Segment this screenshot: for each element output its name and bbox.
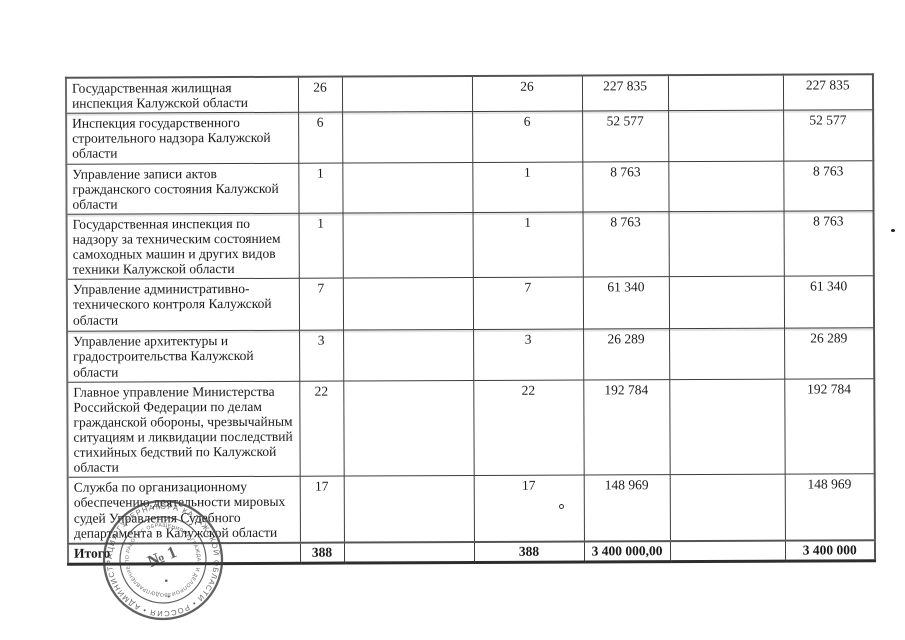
empty-cell-2: [668, 160, 784, 212]
stamp-outer-circle-icon: [102, 499, 224, 621]
amount-cell-2: 148 969: [784, 474, 875, 541]
count-cell: 26: [297, 76, 343, 113]
amount-cell: 52 577: [582, 110, 669, 162]
table-row: Управление записи актов гражданского сос…: [66, 160, 874, 215]
empty-cell-2: [667, 74, 784, 111]
total-count-cell: 388: [299, 542, 345, 564]
amount-cell: 227 835: [581, 75, 669, 112]
stamp-inner-circle-icon: [119, 516, 207, 604]
org-name-cell: Главное управление Министерства Российск…: [67, 380, 300, 478]
empty-cell: [343, 475, 474, 543]
count-cell-2: 1: [472, 211, 583, 278]
empty-cell-2: [668, 276, 785, 329]
org-name-cell: Государственная инспекция по надзору за …: [66, 213, 299, 280]
empty-cell: [342, 277, 474, 331]
org-name-cell: Инспекция государственного строительного…: [66, 112, 299, 164]
count-cell: 17: [299, 476, 344, 543]
table-row: Государственная инспекция по надзору за …: [66, 210, 874, 280]
empty-cell: [341, 75, 473, 113]
total-amount-cell: 3 400 000,00: [583, 540, 671, 562]
amount-cell-2: 26 289: [784, 328, 875, 379]
empty-cell: [342, 212, 473, 279]
empty-cell-2: [669, 378, 785, 475]
amount-cell: 8 763: [582, 161, 669, 212]
empty-cell: [343, 329, 474, 381]
empty-cell: [342, 111, 473, 163]
amount-cell-2: 227 835: [782, 74, 874, 111]
amount-cell: 61 340: [582, 276, 670, 330]
table-row: Инспекция государственного строительного…: [66, 109, 874, 164]
amount-cell: 192 784: [583, 379, 670, 476]
total-empty-cell: [343, 541, 475, 563]
org-name-cell: Государственная жилищная инспекция Калуж…: [65, 76, 299, 114]
ink-speck: [891, 229, 895, 232]
round-stamp: АДМИНИСТРАЦИЯ ГУБЕРНАТОРА КАЛУЖСКОЙ ОБЛА…: [88, 485, 229, 626]
stamp-dot-icon: [164, 579, 168, 583]
count-cell-2: 7: [472, 277, 584, 330]
empty-cell: [343, 380, 474, 477]
amount-cell-2: 61 340: [783, 276, 875, 329]
total-count-cell-2: 388: [473, 541, 585, 563]
count-cell-2: 22: [473, 379, 584, 476]
stamp-dot-icon: [167, 595, 170, 598]
amount-cell: 8 763: [582, 211, 669, 278]
empty-cell-2: [668, 110, 784, 162]
empty-cell-2: [669, 328, 785, 380]
amount-cell-2: 52 577: [783, 109, 874, 161]
ink-speck: [559, 504, 564, 509]
org-name-cell: Управление записи актов гражданского сос…: [66, 162, 299, 215]
count-cell-2: 26: [471, 75, 583, 112]
org-name-cell: Управление административно-технического …: [66, 278, 300, 332]
total-empty-cell-2: [669, 540, 786, 562]
count-cell: 3: [299, 330, 344, 381]
total-amount-cell-2: 3 400 000: [784, 539, 876, 561]
empty-cell-2: [668, 211, 784, 277]
empty-cell: [342, 162, 473, 213]
count-cell: 1: [298, 212, 343, 279]
amount-cell-2: 8 763: [783, 210, 874, 277]
table-row: Государственная жилищная инспекция Калуж…: [65, 74, 874, 114]
empty-cell-2: [669, 474, 785, 541]
table-row: Управление архитектуры и градостроительс…: [67, 328, 875, 382]
count-cell: 6: [298, 112, 343, 163]
amount-cell-2: 192 784: [784, 378, 875, 475]
org-name-cell: Управление архитектуры и градостроительс…: [67, 330, 300, 382]
count-cell-2: 1: [472, 161, 583, 213]
count-cell-2: 3: [473, 329, 584, 381]
count-cell: 7: [298, 278, 344, 331]
stamp-number: № 1: [145, 542, 180, 571]
count-cell: 22: [299, 380, 344, 477]
count-cell: 1: [298, 162, 343, 214]
count-cell-2: 17: [473, 475, 584, 542]
table-row: Главное управление Министерства Российск…: [67, 378, 875, 478]
table-row: Управление административно-технического …: [66, 276, 875, 332]
amount-cell: 148 969: [583, 474, 670, 542]
count-cell-2: 6: [472, 111, 583, 163]
amount-cell-2: 8 763: [783, 160, 874, 212]
amount-cell: 26 289: [583, 328, 670, 380]
